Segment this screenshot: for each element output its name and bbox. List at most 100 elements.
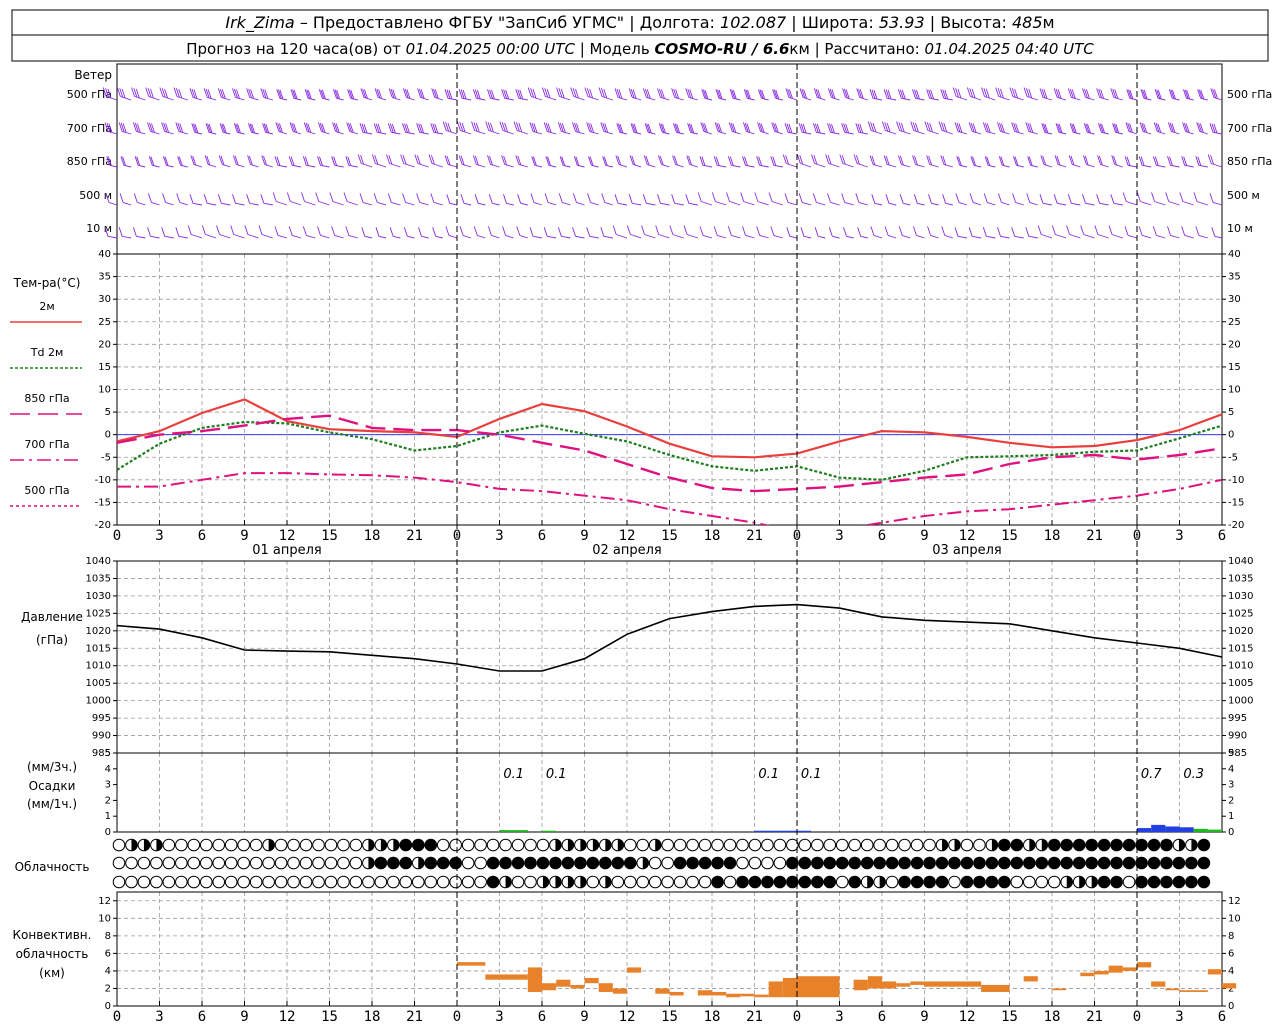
wind-barb-feather (387, 193, 392, 203)
cloud-icon (125, 838, 138, 852)
wind-barb-feather (329, 192, 334, 202)
wind-barb-feather (148, 156, 153, 166)
convective-block (1122, 967, 1137, 971)
wind-barb (575, 235, 585, 239)
wind-barb-feather (288, 156, 293, 166)
cloud-clear (474, 838, 487, 852)
wind-barb-feather (318, 89, 323, 99)
wind-barb (957, 235, 968, 239)
wind-barb-feather (969, 193, 974, 203)
cloud-icon (1172, 875, 1186, 889)
wind-barb (361, 163, 373, 168)
y-tick-label: 12 (1228, 896, 1241, 907)
wind-barb-feather (1154, 89, 1159, 99)
wind-barb-feather (616, 123, 621, 133)
x-tick-label: 18 (1044, 1009, 1061, 1024)
cloud-clear (973, 838, 986, 852)
wind-barb-feather (871, 155, 876, 166)
wind-barb-feather (827, 193, 831, 203)
cloud-icon (237, 875, 250, 889)
cloud-clear (786, 838, 799, 852)
cloud-overcast (748, 875, 762, 889)
cloud-icon (1097, 838, 1111, 852)
wind-barb-feather (218, 155, 223, 165)
cloud-clear (224, 875, 238, 889)
wind-barb-feather (557, 122, 562, 132)
wind-barb-feather (672, 155, 676, 165)
wind-barb (533, 201, 543, 206)
wind-barb (632, 202, 642, 206)
wind-barb-feather (1023, 87, 1028, 97)
wind-barb-feather (343, 192, 348, 202)
wind-barb (460, 130, 472, 135)
cloud-clear (387, 875, 400, 889)
cloud-overcast (623, 856, 637, 870)
wind-barb-feather (1210, 88, 1215, 98)
y-tick-label: 20 (98, 339, 111, 350)
convective-block (782, 977, 797, 998)
cloud-icon (948, 856, 961, 870)
wind-barb-feather (801, 88, 806, 99)
wind-barb-feather (629, 155, 634, 165)
cloud-clear (249, 856, 263, 870)
cloud-clear (199, 875, 213, 889)
wind-barb-feather (220, 155, 225, 166)
cloud-overcast (1147, 838, 1161, 852)
convective-block (612, 988, 627, 994)
wind-barb (1196, 201, 1208, 206)
cloud-icon (175, 838, 188, 852)
cloud-icon (175, 856, 188, 870)
wind-barb (364, 235, 373, 239)
y-tick-label: 0 (1228, 1001, 1234, 1012)
wind-barb-feather (544, 88, 549, 98)
wind-barb-feather (887, 89, 892, 100)
wind-barb (603, 235, 613, 239)
wind-barb-feather (771, 122, 776, 132)
wind-barb (917, 202, 925, 206)
cloud-half (156, 839, 163, 851)
y-tick-label: 3 (105, 780, 111, 791)
cloud-panel: Облачность (15, 838, 1211, 889)
cloud-icon (823, 856, 837, 870)
wind-barb-feather (982, 122, 987, 132)
wind-barb-feather (217, 194, 222, 204)
wind-barb-feather (896, 121, 900, 131)
cloud-icon (985, 838, 999, 852)
wind-barb (1140, 201, 1152, 206)
cloud-overcast (935, 856, 949, 870)
cloud-icon (337, 838, 350, 852)
wind-barb-feather (293, 123, 298, 133)
wind-barb-feather (1096, 194, 1101, 204)
cloud-overcast (1160, 838, 1173, 852)
cloud-clear (125, 875, 138, 889)
cloud-icon (723, 875, 737, 889)
x-tick-label: 9 (240, 528, 248, 544)
convective-block (754, 994, 769, 998)
wind-barb-feather (1037, 225, 1042, 235)
cloud-icon (249, 838, 263, 852)
wind-barb-feather (867, 121, 872, 131)
cloud-icon (150, 856, 163, 870)
wind-barb-feather (1041, 123, 1046, 133)
wind-barb (1182, 201, 1194, 206)
wind-barb-feather (831, 123, 835, 134)
cloud-clear (237, 856, 250, 870)
cloud-icon (199, 838, 213, 852)
wind-barb (320, 234, 330, 239)
cloud-clear (137, 875, 151, 889)
wind-barb-feather (362, 88, 367, 99)
cloud-icon (748, 875, 762, 889)
wind-barb (658, 234, 670, 239)
wind-barb-feather (389, 227, 394, 237)
wind-barb (165, 201, 174, 206)
wind-barb-feather (1124, 226, 1129, 236)
cloud-icon (998, 838, 1011, 852)
cloud-overcast (524, 856, 537, 870)
series-t850 (117, 414, 1222, 493)
wind-barb-feather (263, 123, 268, 133)
wind-barb-feather (502, 226, 506, 236)
cloud-icon (524, 875, 537, 889)
wind-barb-feather (107, 88, 112, 99)
cloud-icon (1172, 856, 1186, 870)
cloud-icon (224, 838, 238, 852)
